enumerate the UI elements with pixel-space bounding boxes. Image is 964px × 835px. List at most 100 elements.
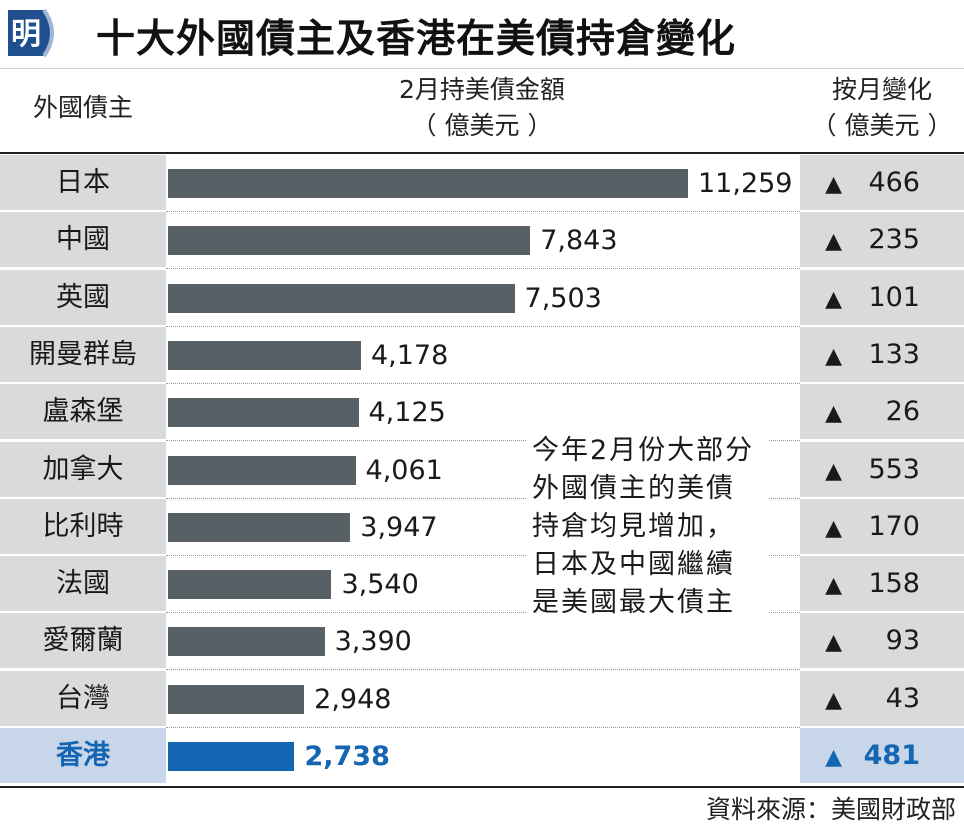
row-divider xyxy=(166,497,800,499)
holding-bar xyxy=(168,742,295,771)
logo-character: 明 xyxy=(11,17,41,52)
country-label: 香港 xyxy=(0,728,166,783)
increase-triangle-icon: ▲ xyxy=(825,343,842,369)
monthly-change-value: 553 xyxy=(868,453,920,485)
table-row: 英國 7,503 ▲ 101 xyxy=(0,269,964,327)
row-divider xyxy=(166,211,800,212)
row-divider xyxy=(166,669,800,671)
country-label: 開曼群島 xyxy=(0,326,166,382)
table-row: 日本 11,259 ▲ 466 xyxy=(0,155,964,212)
monthly-change-value: 26 xyxy=(885,396,920,428)
country-label: 比利時 xyxy=(0,498,166,554)
monthly-change-cell: ▲ 101 xyxy=(800,269,964,325)
monthly-change-value: 133 xyxy=(868,338,920,370)
monthly-change-cell: ▲ 26 xyxy=(800,384,964,440)
increase-triangle-icon: ▲ xyxy=(825,515,842,541)
table-row: 比利時 3,947 ▲ 170 xyxy=(0,498,964,556)
holding-bar xyxy=(168,169,688,198)
monthly-change-cell: ▲ 553 xyxy=(800,441,964,497)
increase-triangle-icon: ▲ xyxy=(825,745,842,770)
increase-triangle-icon: ▲ xyxy=(825,458,842,484)
holding-bar xyxy=(168,570,332,600)
monthly-change-cell: ▲ 481 xyxy=(800,728,964,783)
table-row: 中國 7,843 ▲ 235 xyxy=(0,212,964,270)
monthly-change-cell: ▲ 93 xyxy=(800,613,964,669)
holding-value-label: 4,061 xyxy=(365,454,443,486)
monthly-change-cell: ▲ 170 xyxy=(800,498,964,554)
holding-value-label: 2,948 xyxy=(314,683,392,715)
holding-value-label: 3,540 xyxy=(341,569,419,601)
increase-triangle-icon: ▲ xyxy=(825,172,842,197)
newspaper-logo-icon: 明 xyxy=(8,8,54,58)
column-header-change: 按月變化 （ 億美元 ） xyxy=(800,72,964,144)
holding-bar xyxy=(168,340,361,370)
column-header-debtor: 外國債主 xyxy=(32,93,133,122)
row-divider xyxy=(166,325,800,327)
holding-value-label: 4,178 xyxy=(370,339,449,371)
monthly-change-cell: ▲ 235 xyxy=(800,212,964,268)
holding-bar xyxy=(168,627,325,657)
holding-value-label: 3,390 xyxy=(334,626,412,658)
monthly-change-value: 481 xyxy=(863,740,920,771)
table-row: 盧森堡 4,125 ▲ 26 xyxy=(0,384,964,442)
monthly-change-cell: ▲ 43 xyxy=(800,670,964,726)
increase-triangle-icon: ▲ xyxy=(825,401,842,427)
monthly-change-value: 466 xyxy=(868,167,920,198)
monthly-change-value: 170 xyxy=(868,510,920,542)
monthly-change-cell: ▲ 133 xyxy=(800,326,964,382)
monthly-change-value: 235 xyxy=(868,224,920,256)
increase-triangle-icon: ▲ xyxy=(825,687,842,713)
country-label: 台灣 xyxy=(0,670,166,726)
table-row: 台灣 2,948 ▲ 43 xyxy=(0,670,964,728)
monthly-change-cell: ▲ 158 xyxy=(800,556,964,612)
monthly-change-cell: ▲ 466 xyxy=(800,155,964,210)
monthly-change-value: 43 xyxy=(885,682,920,714)
country-label: 加拿大 xyxy=(0,441,166,497)
header-divider xyxy=(0,152,964,154)
chart-title: 十大外國債主及香港在美債持倉變化 xyxy=(96,17,737,62)
holding-value-label: 3,947 xyxy=(360,511,438,543)
holding-value-label: 7,503 xyxy=(524,282,602,314)
row-divider xyxy=(166,612,800,614)
header: 明 十大外國債主及香港在美債持倉變化 xyxy=(0,0,964,66)
change-header-line1: 按月變化 xyxy=(831,75,932,104)
bar-chart: 日本 11,259 ▲ 466 中國 7,843 ▲ 235 英國 7,503 ▲ 101 開曼群島 4,… xyxy=(0,155,964,785)
monthly-change-value: 93 xyxy=(885,625,920,657)
increase-triangle-icon: ▲ xyxy=(825,286,842,312)
monthly-change-value: 101 xyxy=(868,281,920,313)
increase-triangle-icon: ▲ xyxy=(825,630,842,656)
holding-bar xyxy=(168,283,515,313)
row-divider xyxy=(166,726,800,728)
amount-header-line1: 2月持美債金額 xyxy=(399,75,565,104)
table-row: 香港 2,738 ▲ 481 xyxy=(0,728,964,785)
country-label: 日本 xyxy=(0,155,166,210)
holding-bar xyxy=(168,455,356,485)
footer-divider xyxy=(0,786,964,788)
monthly-change-value: 158 xyxy=(868,568,920,600)
table-row: 加拿大 4,061 ▲ 553 xyxy=(0,441,964,499)
holding-value-label: 11,259 xyxy=(698,168,793,199)
holding-value-label: 2,738 xyxy=(304,741,390,772)
column-header-amount: 2月持美債金額 （ 億美元 ） xyxy=(166,72,798,144)
country-label: 盧森堡 xyxy=(0,384,166,440)
change-header-unit: （ 億美元 ） xyxy=(811,111,953,140)
country-label: 中國 xyxy=(0,212,166,268)
holding-value-label: 4,125 xyxy=(368,397,446,429)
row-divider xyxy=(166,554,800,556)
row-divider xyxy=(166,382,800,384)
holding-bar xyxy=(168,684,305,714)
row-divider xyxy=(166,268,800,270)
holding-bar xyxy=(168,512,351,542)
row-divider xyxy=(166,440,800,442)
holding-value-label: 7,843 xyxy=(540,225,618,257)
top-divider xyxy=(0,68,964,69)
increase-triangle-icon: ▲ xyxy=(825,573,842,599)
table-row: 開曼群島 4,178 ▲ 133 xyxy=(0,326,964,384)
holding-bar xyxy=(168,226,531,256)
amount-header-unit: （ 億美元 ） xyxy=(411,111,553,140)
increase-triangle-icon: ▲ xyxy=(825,229,842,255)
country-label: 英國 xyxy=(0,269,166,325)
annotation-note: 今年2月份大部分外國債主的美債持倉均見增加，日本及中國繼續是美國最大債主 xyxy=(526,428,768,626)
source-credit: 資料來源：美國財政部 xyxy=(705,795,956,824)
table-row: 愛爾蘭 3,390 ▲ 93 xyxy=(0,613,964,671)
